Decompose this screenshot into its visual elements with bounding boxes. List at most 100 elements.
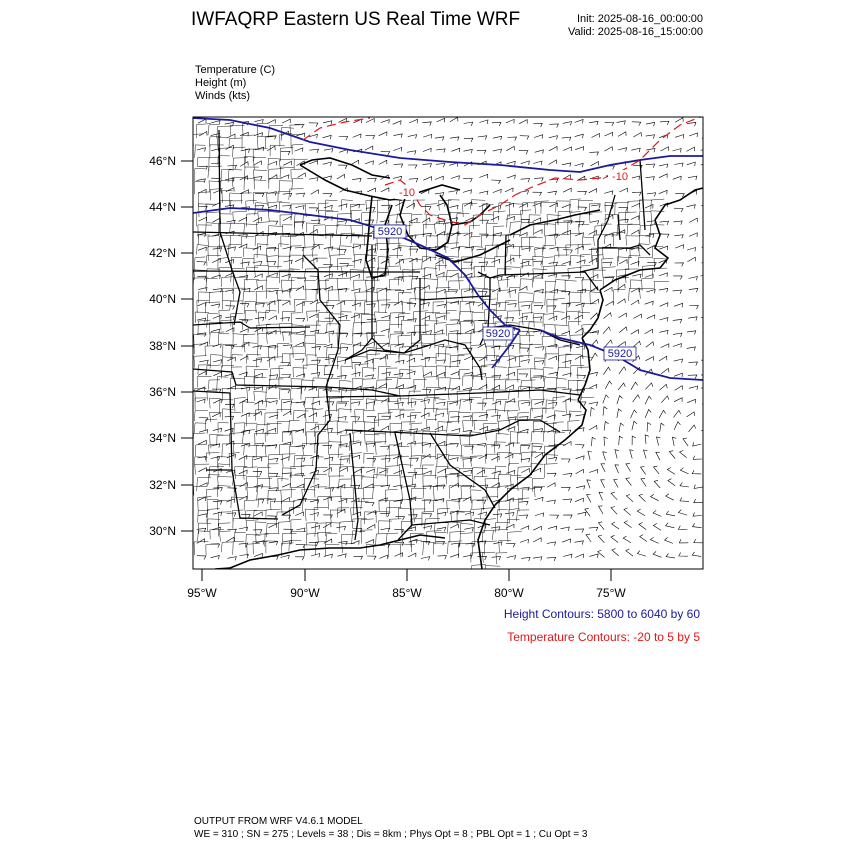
county-border [221, 443, 235, 458]
county-border [625, 235, 640, 246]
wind-barb [561, 261, 571, 266]
county-border [553, 289, 566, 300]
wind-barb [616, 120, 626, 125]
wind-barb [532, 556, 543, 561]
wind-barb [588, 188, 597, 194]
wind-barb [394, 402, 404, 407]
county-border [448, 280, 464, 292]
wind-barb [339, 263, 349, 268]
wind-barb [604, 277, 615, 282]
wind-barb [658, 355, 668, 362]
county-border [459, 532, 473, 548]
wind-barb [534, 134, 544, 139]
wind-barb [518, 232, 528, 237]
wind-barb [533, 428, 544, 433]
county-border [542, 313, 554, 327]
temperature-contours-legend: Temperature Contours: -20 to 5 by 5 [507, 630, 700, 644]
wind-barb [280, 150, 291, 156]
wind-barb [632, 273, 642, 279]
county-border [555, 387, 567, 401]
county-border [653, 258, 668, 272]
wind-barb [520, 347, 530, 352]
county-border [302, 364, 318, 378]
wind-barb [435, 220, 446, 225]
county-border [508, 508, 520, 524]
county-border [258, 311, 270, 326]
county-border [508, 203, 525, 217]
wind-barb [574, 245, 584, 251]
wind-barb [309, 160, 319, 165]
wind-barb [240, 412, 250, 417]
county-border [518, 355, 533, 367]
county-border [484, 540, 497, 555]
wind-barb [702, 180, 703, 181]
wind-barb [646, 192, 657, 197]
wind-barb [687, 398, 696, 404]
county-border [197, 319, 211, 334]
county-border [241, 319, 253, 330]
wind-barb [478, 383, 488, 390]
wind-barb [589, 330, 599, 335]
wind-barb [677, 525, 688, 530]
wind-barb [336, 526, 346, 531]
wind-barb [664, 537, 674, 544]
county-border [399, 475, 413, 488]
wind-barb [266, 300, 276, 306]
county-border [497, 268, 512, 281]
county-border [486, 409, 499, 420]
wind-barb [196, 538, 206, 544]
wind-barb [393, 470, 403, 475]
wind-barb [604, 339, 613, 347]
wind-barb [380, 425, 389, 431]
wind-barb [436, 245, 446, 251]
wind-barb [589, 469, 599, 474]
wind-barb [691, 470, 702, 475]
county-border [232, 509, 243, 522]
wind-barb [436, 440, 446, 446]
county-border [290, 277, 306, 292]
wind-barb [295, 318, 306, 323]
wind-barb [521, 556, 531, 562]
county-border [269, 368, 284, 381]
county-border [221, 300, 233, 310]
county-border [348, 452, 362, 464]
wind-barb [366, 524, 376, 530]
wind-barb [702, 233, 703, 235]
county-border [437, 234, 451, 247]
wind-barb [323, 264, 333, 269]
wind-barb [520, 178, 531, 183]
county-border [281, 467, 297, 482]
wind-barb [450, 246, 461, 251]
county-border [529, 407, 546, 420]
wind-barb [504, 317, 515, 322]
wind-barb [380, 342, 390, 348]
county-border [234, 397, 246, 412]
coastlines [214, 157, 703, 569]
wind-barb [310, 483, 320, 489]
wind-barb [616, 229, 626, 235]
county-border [421, 334, 436, 345]
wind-barb [338, 203, 348, 208]
wind-barb [449, 117, 459, 123]
wind-barb [463, 288, 473, 293]
wind-barb [323, 273, 333, 278]
county-border [193, 422, 207, 434]
wind-barb [253, 410, 262, 417]
wind-barb [408, 538, 418, 544]
county-border [446, 270, 459, 281]
wind-barb [590, 406, 595, 417]
wind-barb [338, 314, 348, 320]
wind-barb [562, 498, 573, 503]
county-border [410, 398, 424, 408]
county-border [243, 247, 259, 257]
county-border [290, 312, 302, 327]
wind-barb [267, 329, 277, 335]
wind-barb [308, 133, 318, 139]
county-border [652, 245, 664, 259]
county-border [461, 267, 475, 278]
county-border [435, 430, 447, 441]
wind-barb [253, 456, 263, 462]
wind-barb [212, 314, 222, 320]
county-border [517, 411, 530, 426]
wind-barb [252, 261, 263, 266]
